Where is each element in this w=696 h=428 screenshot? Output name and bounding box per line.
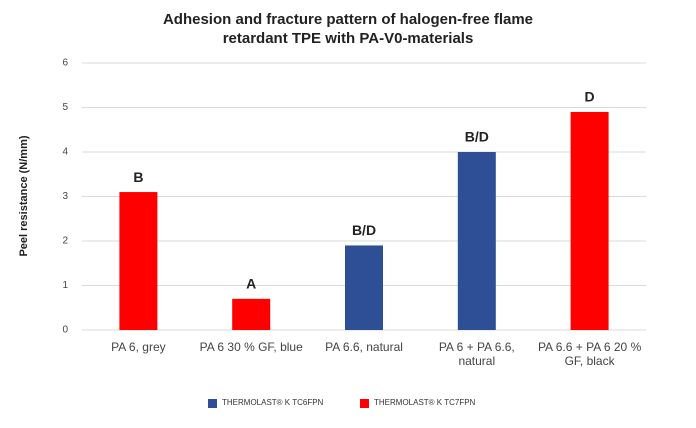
- x-tick-label: PA 6, grey: [111, 340, 166, 354]
- chart-title: Adhesion and fracture pattern of halogen…: [162, 11, 534, 47]
- bar: [570, 111, 609, 330]
- bar-annotation: B/D: [465, 129, 489, 145]
- y-tick-label: 6: [62, 58, 68, 69]
- y-tick-label: 0: [62, 325, 68, 336]
- legend-label: THERMOLAST® K TC7FPN: [374, 398, 476, 407]
- legend-swatch: [360, 399, 369, 408]
- bar-annotation: A: [246, 276, 256, 292]
- y-axis-label: Peel resistance (N/mm): [18, 135, 30, 256]
- bar: [345, 245, 383, 330]
- bar-annotation: B/D: [352, 222, 376, 238]
- y-tick-label: 5: [62, 102, 68, 113]
- x-tick-label: PA 6 + PA 6.6, natural: [438, 340, 515, 368]
- bar: [119, 192, 158, 330]
- bar: [457, 152, 496, 330]
- y-tick-label: 1: [62, 280, 68, 291]
- x-tick-label: PA 6.6, natural: [325, 340, 403, 354]
- bar-annotation: D: [585, 89, 595, 105]
- y-tick-label: 4: [62, 147, 68, 158]
- bar-annotation: B: [133, 169, 143, 185]
- legend-label: THERMOLAST® K TC6FPN: [222, 398, 324, 407]
- bar: [232, 298, 271, 330]
- legend-swatch: [208, 399, 217, 408]
- x-tick-label: PA 6.6 + PA 6 20 % GF, black: [537, 340, 642, 368]
- y-tick-label: 2: [62, 236, 68, 247]
- y-tick-label: 3: [62, 191, 68, 202]
- x-tick-label: PA 6 30 % GF, blue: [199, 340, 303, 354]
